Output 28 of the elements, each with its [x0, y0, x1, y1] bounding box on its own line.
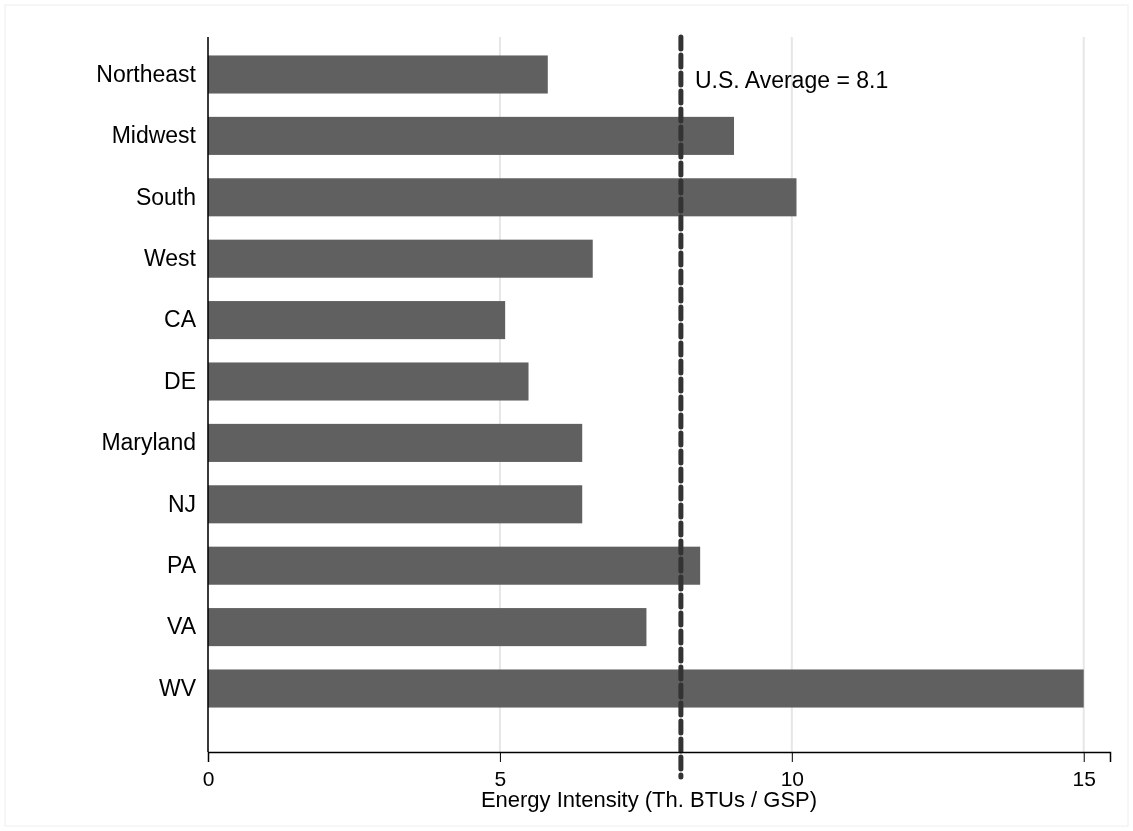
x-tick-label: 5	[494, 767, 507, 790]
bar	[208, 485, 583, 524]
x-tick-label: 0	[202, 767, 215, 790]
y-tick-label: South	[135, 183, 196, 210]
y-tick-label: NJ	[167, 490, 196, 517]
bar	[208, 178, 797, 217]
bar	[208, 608, 647, 647]
bar	[208, 362, 529, 401]
y-tick-label: PA	[167, 552, 197, 579]
x-axis-title: Energy Intensity (Th. BTUs / GSP)	[480, 787, 818, 812]
y-tick-label: Northeast	[96, 60, 197, 87]
y-tick-label: Maryland	[101, 429, 196, 456]
x-tick-label: 10	[780, 767, 804, 790]
y-tick-label: CA	[164, 306, 197, 333]
y-tick-label: WV	[158, 674, 197, 701]
bar	[208, 546, 701, 585]
bar	[208, 301, 506, 340]
bar	[208, 116, 735, 155]
bar	[208, 239, 593, 278]
y-tick-label: VA	[167, 613, 197, 640]
y-tick-label: Midwest	[111, 122, 197, 149]
bar	[208, 423, 583, 462]
bar	[208, 55, 548, 94]
bar	[208, 669, 1084, 708]
x-tick-label: 15	[1072, 767, 1096, 790]
y-tick-label: DE	[164, 367, 196, 394]
ref-line-label: U.S. Average = 8.1	[694, 67, 889, 93]
y-tick-label: West	[144, 245, 197, 272]
